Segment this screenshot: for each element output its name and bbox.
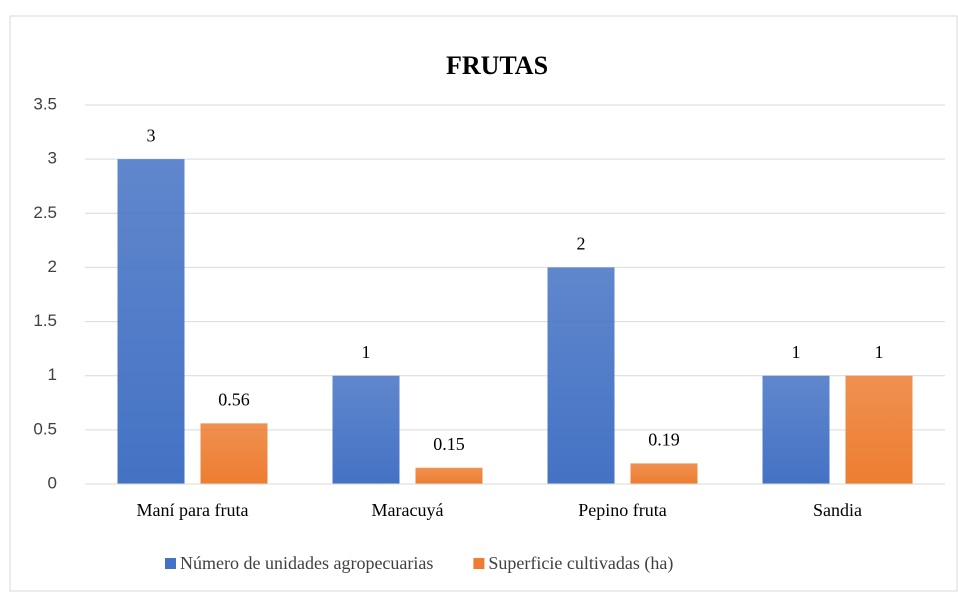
y-tick-label: 1 [48, 365, 57, 384]
data-label: 1 [875, 342, 884, 362]
data-label: 1 [362, 342, 371, 362]
data-label: 0.19 [648, 430, 680, 450]
bar [630, 463, 698, 484]
y-tick-label: 2.5 [33, 203, 57, 222]
bar [117, 159, 185, 484]
bar [415, 467, 483, 484]
bar [845, 375, 913, 484]
data-label: 0.15 [433, 434, 465, 454]
legend-swatch [165, 558, 176, 569]
y-tick-label: 2 [48, 257, 57, 276]
bar [332, 375, 400, 484]
bar [547, 267, 615, 484]
y-tick-label: 0 [48, 473, 57, 492]
x-tick-label: Maní para fruta [137, 500, 249, 520]
data-label: 3 [147, 125, 156, 145]
x-tick-label: Maracuyá [372, 500, 444, 520]
y-tick-label: 1.5 [33, 311, 57, 330]
chart-title: FRUTAS [446, 51, 548, 80]
x-tick-label: Pepino fruta [578, 500, 666, 520]
data-label: 0.56 [218, 389, 250, 409]
y-tick-label: 0.5 [33, 419, 57, 438]
legend-label: Número de unidades agropecuarias [180, 553, 433, 573]
x-tick-label: Sandia [813, 500, 862, 520]
bar [762, 375, 830, 484]
bar [200, 423, 268, 484]
data-label: 2 [577, 234, 586, 254]
data-label: 1 [792, 342, 801, 362]
legend-label: Superficie cultivadas (ha) [488, 553, 673, 574]
y-tick-label: 3 [48, 149, 57, 168]
legend-swatch [473, 558, 485, 569]
y-tick-label: 3.5 [33, 94, 57, 113]
